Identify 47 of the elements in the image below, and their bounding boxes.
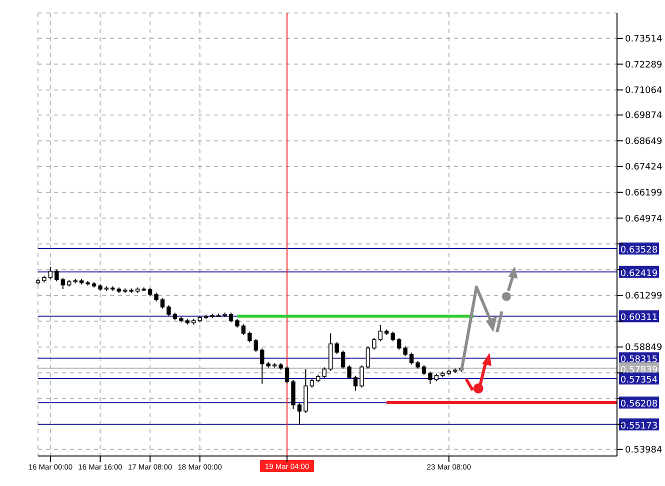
candlestick xyxy=(347,364,352,380)
candlestick xyxy=(260,348,264,384)
ref-line-label: 0.60311 xyxy=(620,313,658,324)
y-tick-label: 0.72289 xyxy=(625,60,662,70)
y-tick-label: 0.71064 xyxy=(625,86,662,96)
y-tick-label: 0.53984 xyxy=(625,446,662,456)
candlestick xyxy=(390,331,395,342)
candlestick xyxy=(428,371,432,384)
candlestick xyxy=(248,331,252,343)
candlestick xyxy=(160,297,165,310)
candlestick xyxy=(166,304,171,317)
candlestick xyxy=(60,277,65,290)
candlestick xyxy=(291,380,296,410)
y-tick-label: 0.64974 xyxy=(625,214,662,224)
ref-line-label: 0.63528 xyxy=(620,246,658,256)
ref-line-label: 0.62419 xyxy=(620,268,658,279)
ref-line-label: 0.57354 xyxy=(620,375,658,386)
candlestick xyxy=(372,337,376,350)
y-tick-label: 0.58849 xyxy=(625,343,662,354)
candlestick xyxy=(353,375,358,392)
candlestick xyxy=(360,364,364,388)
candlestick xyxy=(366,346,370,370)
candlestick xyxy=(322,366,326,379)
candlestick xyxy=(297,402,302,426)
candlestick xyxy=(54,269,59,282)
y-tick-label: 0.68649 xyxy=(625,136,662,147)
y-tick-label: 0.61299 xyxy=(625,292,662,302)
candlestick xyxy=(340,350,346,370)
y-tick-label: 0.67424 xyxy=(625,162,662,173)
y-tick-label: 0.69874 xyxy=(625,111,662,122)
candlestick xyxy=(48,266,53,280)
candlestick xyxy=(334,342,339,354)
candlestick xyxy=(241,324,246,336)
ref-line-label: 0.57839 xyxy=(620,365,658,376)
candlestick xyxy=(409,352,414,365)
ref-line-label: 0.55173 xyxy=(620,421,658,432)
ref-line-label: 0.58315 xyxy=(620,355,658,366)
candlestick xyxy=(397,337,402,350)
ref-line-label: 0.56208 xyxy=(620,400,658,410)
candlestick xyxy=(422,364,426,376)
y-tick-label: 0.66199 xyxy=(625,188,662,199)
y-tick-label: 0.73514 xyxy=(625,34,662,45)
candlestick xyxy=(254,338,258,352)
candlestick xyxy=(403,346,408,357)
candlestick xyxy=(228,312,234,323)
candlestick xyxy=(378,324,383,342)
candlestick xyxy=(284,366,290,384)
